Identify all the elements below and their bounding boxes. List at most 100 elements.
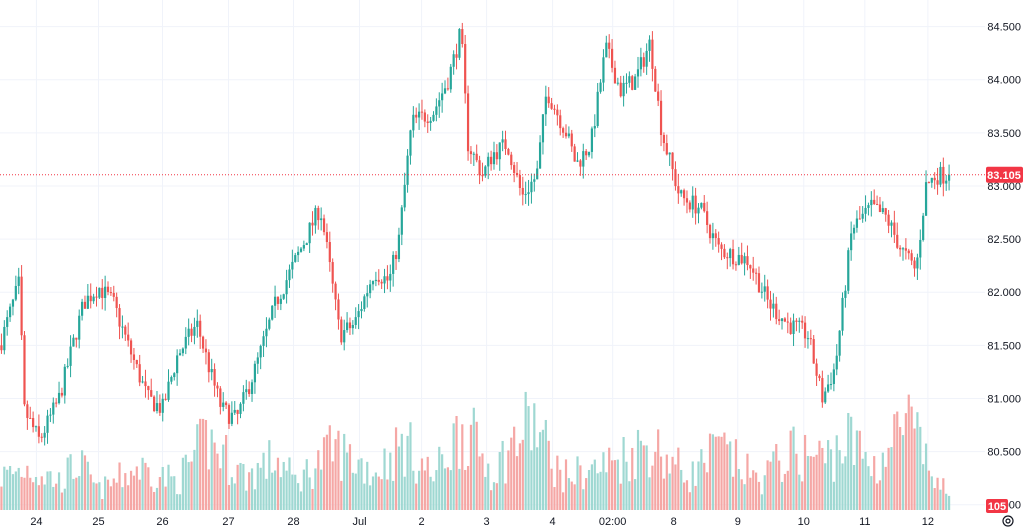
candle-body[interactable]: [438, 100, 441, 107]
candlesticks[interactable]: [0, 22, 951, 446]
candle-body[interactable]: [400, 207, 403, 235]
candle-body[interactable]: [158, 403, 161, 413]
candle-body[interactable]: [625, 82, 628, 84]
candle-body[interactable]: [665, 143, 668, 155]
candle-body[interactable]: [495, 152, 498, 160]
candle-body[interactable]: [369, 284, 372, 294]
candle-body[interactable]: [659, 100, 663, 135]
candle-body[interactable]: [697, 207, 700, 214]
candle-body[interactable]: [204, 348, 208, 353]
candle-body[interactable]: [0, 345, 3, 351]
candle-body[interactable]: [717, 238, 720, 245]
candle-body[interactable]: [818, 375, 821, 379]
candle-body[interactable]: [795, 320, 798, 322]
candle-body[interactable]: [190, 328, 193, 336]
candle-body[interactable]: [487, 156, 490, 167]
candle-body[interactable]: [740, 254, 743, 264]
candle-body[interactable]: [173, 373, 176, 378]
candle-body[interactable]: [127, 334, 130, 341]
candle-body[interactable]: [668, 152, 671, 155]
candle-body[interactable]: [942, 166, 945, 184]
candle-body[interactable]: [265, 328, 268, 337]
candle-body[interactable]: [538, 142, 542, 169]
candle-body[interactable]: [530, 181, 533, 193]
candle-body[interactable]: [305, 243, 308, 246]
candle-body[interactable]: [115, 296, 118, 309]
candle-body[interactable]: [415, 114, 418, 118]
candle-body[interactable]: [196, 320, 199, 327]
candle-body[interactable]: [922, 215, 925, 240]
candle-body[interactable]: [348, 322, 352, 329]
candle-body[interactable]: [98, 287, 101, 298]
candle-body[interactable]: [389, 273, 392, 281]
candle-body[interactable]: [23, 335, 26, 405]
candle-body[interactable]: [513, 165, 516, 174]
candle-body[interactable]: [432, 114, 435, 121]
candle-body[interactable]: [423, 112, 426, 122]
candle-body[interactable]: [930, 177, 933, 183]
candle-body[interactable]: [636, 69, 640, 77]
candle-body[interactable]: [141, 381, 144, 383]
candle-body[interactable]: [233, 409, 236, 413]
candle-body[interactable]: [858, 218, 861, 220]
candle-body[interactable]: [386, 276, 389, 281]
candle-body[interactable]: [786, 321, 789, 323]
candle-body[interactable]: [147, 386, 150, 391]
candle-body[interactable]: [276, 296, 280, 304]
candle-body[interactable]: [875, 204, 879, 206]
candle-body[interactable]: [441, 93, 444, 101]
candle-body[interactable]: [642, 57, 645, 67]
candle-body[interactable]: [873, 199, 876, 205]
candle-body[interactable]: [328, 242, 331, 263]
candle-body[interactable]: [775, 303, 778, 320]
candle-body[interactable]: [602, 57, 605, 83]
candle-body[interactable]: [187, 328, 190, 337]
candle-body[interactable]: [610, 48, 614, 68]
candle-body[interactable]: [63, 366, 66, 396]
candle-body[interactable]: [553, 108, 556, 110]
candle-body[interactable]: [46, 415, 49, 433]
candle-body[interactable]: [449, 66, 452, 90]
candle-body[interactable]: [383, 276, 386, 284]
candle-body[interactable]: [360, 309, 363, 312]
candle-body[interactable]: [481, 175, 484, 177]
candle-body[interactable]: [749, 265, 752, 269]
candle-body[interactable]: [83, 301, 87, 309]
candle-body[interactable]: [812, 339, 815, 364]
candle-body[interactable]: [798, 320, 801, 322]
candle-body[interactable]: [109, 292, 112, 294]
candle-body[interactable]: [547, 96, 550, 104]
candle-body[interactable]: [916, 257, 919, 269]
candle-body[interactable]: [121, 326, 124, 328]
candle-body[interactable]: [821, 378, 824, 403]
candle-body[interactable]: [184, 336, 187, 349]
candle-body[interactable]: [6, 317, 9, 327]
candle-body[interactable]: [475, 153, 478, 161]
candle-body[interactable]: [515, 173, 519, 176]
candle-body[interactable]: [294, 255, 297, 262]
candle-body[interactable]: [754, 272, 758, 274]
candle-body[interactable]: [268, 319, 271, 329]
candle-body[interactable]: [824, 391, 827, 403]
candle-body[interactable]: [420, 111, 424, 113]
candle-body[interactable]: [829, 384, 833, 386]
candle-body[interactable]: [210, 368, 213, 373]
candle-body[interactable]: [227, 405, 231, 424]
candle-body[interactable]: [518, 175, 522, 188]
candle-body[interactable]: [927, 182, 931, 184]
candle-body[interactable]: [288, 269, 291, 281]
candle-body[interactable]: [337, 299, 340, 320]
candle-body[interactable]: [302, 245, 305, 249]
candle-body[interactable]: [170, 377, 173, 382]
candle-body[interactable]: [899, 247, 902, 250]
candle-body[interactable]: [308, 222, 311, 244]
candle-body[interactable]: [92, 296, 95, 302]
candle-body[interactable]: [599, 82, 602, 92]
candle-body[interactable]: [680, 190, 683, 194]
candle-body[interactable]: [778, 319, 781, 322]
candle-body[interactable]: [947, 174, 951, 181]
candle-body[interactable]: [259, 345, 262, 358]
candle-body[interactable]: [466, 93, 470, 152]
time-axis[interactable]: 24 25 26 27 28 Jul 2 3 4 02:00 8 9 10 11 12: [30, 516, 934, 528]
